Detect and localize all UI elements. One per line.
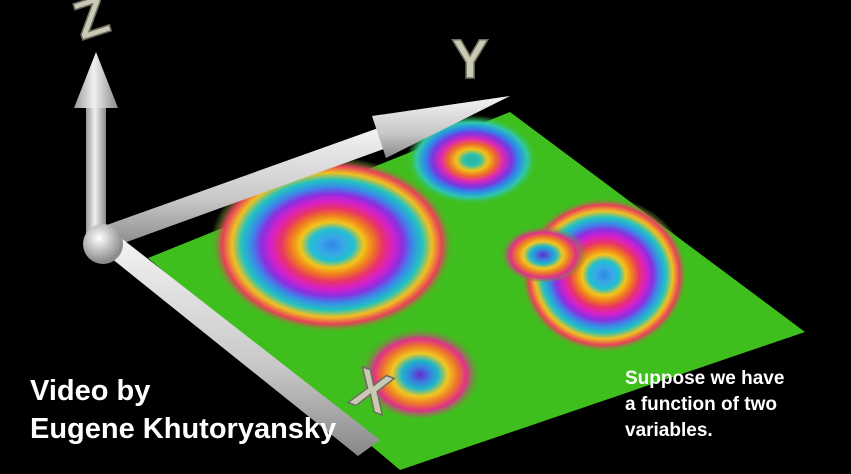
y-axis-shaft xyxy=(104,126,392,248)
video-credit: Video by Eugene Khutoryansky xyxy=(30,372,336,448)
right-hole xyxy=(499,222,587,282)
subtitle-caption: Suppose we have a function of two variab… xyxy=(625,366,784,444)
z-axis-arrowhead xyxy=(74,52,118,108)
credit-line-2: Eugene Khutoryansky xyxy=(30,413,337,445)
y-axis-arrowhead xyxy=(372,96,510,158)
front-hole xyxy=(358,322,482,418)
large-peak xyxy=(210,157,454,333)
back-peak xyxy=(406,115,538,205)
caption-line-2: a function of two xyxy=(625,394,777,415)
axis-origin-ball xyxy=(83,224,123,264)
caption-line-3: variables. xyxy=(625,420,713,441)
y-axis-label: Y xyxy=(451,27,488,90)
z-axis-label: Z xyxy=(66,0,116,52)
z-axis-shaft xyxy=(86,98,106,238)
credit-line-1: Video by xyxy=(30,375,151,407)
x-axis-shaft xyxy=(96,234,380,456)
caption-line-1: Suppose we have xyxy=(625,368,785,389)
